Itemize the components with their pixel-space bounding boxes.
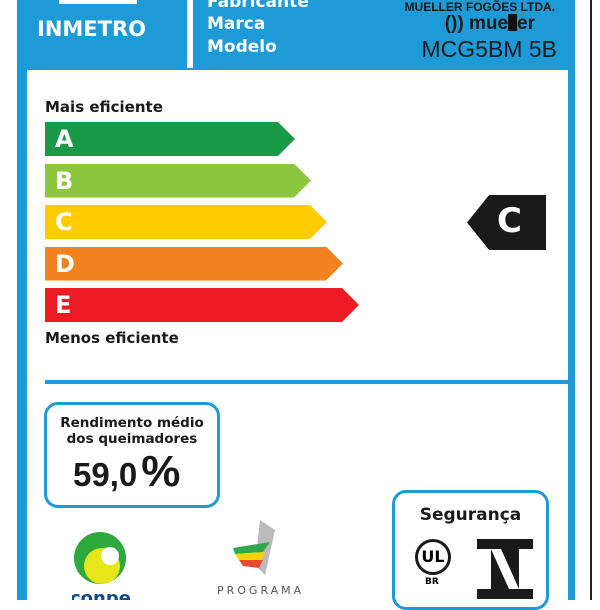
brand-label: Marca xyxy=(207,14,266,34)
efficiency-title-1: Rendimento médio xyxy=(60,415,204,431)
redaction-block xyxy=(508,14,518,31)
inmetro-seal-icon xyxy=(477,539,533,599)
conpet-logo: conpet xyxy=(70,532,140,609)
brand-value: ()) mue er xyxy=(444,13,535,34)
efficiency-box: Rendimento médio dos queimadores 59,0% xyxy=(44,402,220,508)
most-efficient-label: Mais eficiente xyxy=(45,98,163,116)
manufacturer-value: MUELLER FOGÕES LTDA. xyxy=(404,0,555,14)
class-bar-d: D xyxy=(45,247,343,281)
svg-text:conpet: conpet xyxy=(72,588,130,600)
inmetro-header: INMETRO xyxy=(17,0,187,68)
right-border xyxy=(590,0,592,600)
efficiency-title-2: dos queimadores xyxy=(66,431,198,447)
inmetro-title: INMETRO xyxy=(37,17,146,41)
model-value: MCG5BM 5B xyxy=(421,36,557,62)
efficiency-unit: % xyxy=(141,447,181,496)
header-divider xyxy=(187,0,193,68)
programa-logo: PROGRAMA xyxy=(215,520,330,600)
safety-title: Segurança xyxy=(419,505,522,525)
product-header: Fabricante Marca Modelo MUELLER FOGÕES L… xyxy=(193,0,573,68)
class-letter: E xyxy=(55,291,72,319)
class-bar-a: A xyxy=(45,122,295,156)
manufacturer-label: Fabricante xyxy=(207,0,309,12)
ul-sub: BR xyxy=(425,577,439,587)
inmetro-logo-mark xyxy=(59,0,137,4)
class-letter: A xyxy=(55,125,74,153)
mueller-logo-icon: ()) xyxy=(444,13,469,34)
section-separator xyxy=(45,380,568,384)
safety-box: Segurança UL BR xyxy=(392,490,549,610)
class-bar-c: C xyxy=(45,205,327,239)
class-letter: C xyxy=(55,208,73,236)
model-label: Modelo xyxy=(207,37,277,57)
class-letter: D xyxy=(55,249,75,278)
efficiency-value: 59,0 xyxy=(73,456,138,493)
programa-text: PROGRAMA xyxy=(217,584,305,597)
class-bar-e: E xyxy=(45,288,359,322)
class-bar-b: B xyxy=(45,164,311,198)
rating-letter: C xyxy=(497,201,522,241)
class-letter: B xyxy=(55,166,74,195)
least-efficient-label: Menos eficiente xyxy=(45,329,179,347)
ul-mark-icon: UL xyxy=(415,539,451,575)
